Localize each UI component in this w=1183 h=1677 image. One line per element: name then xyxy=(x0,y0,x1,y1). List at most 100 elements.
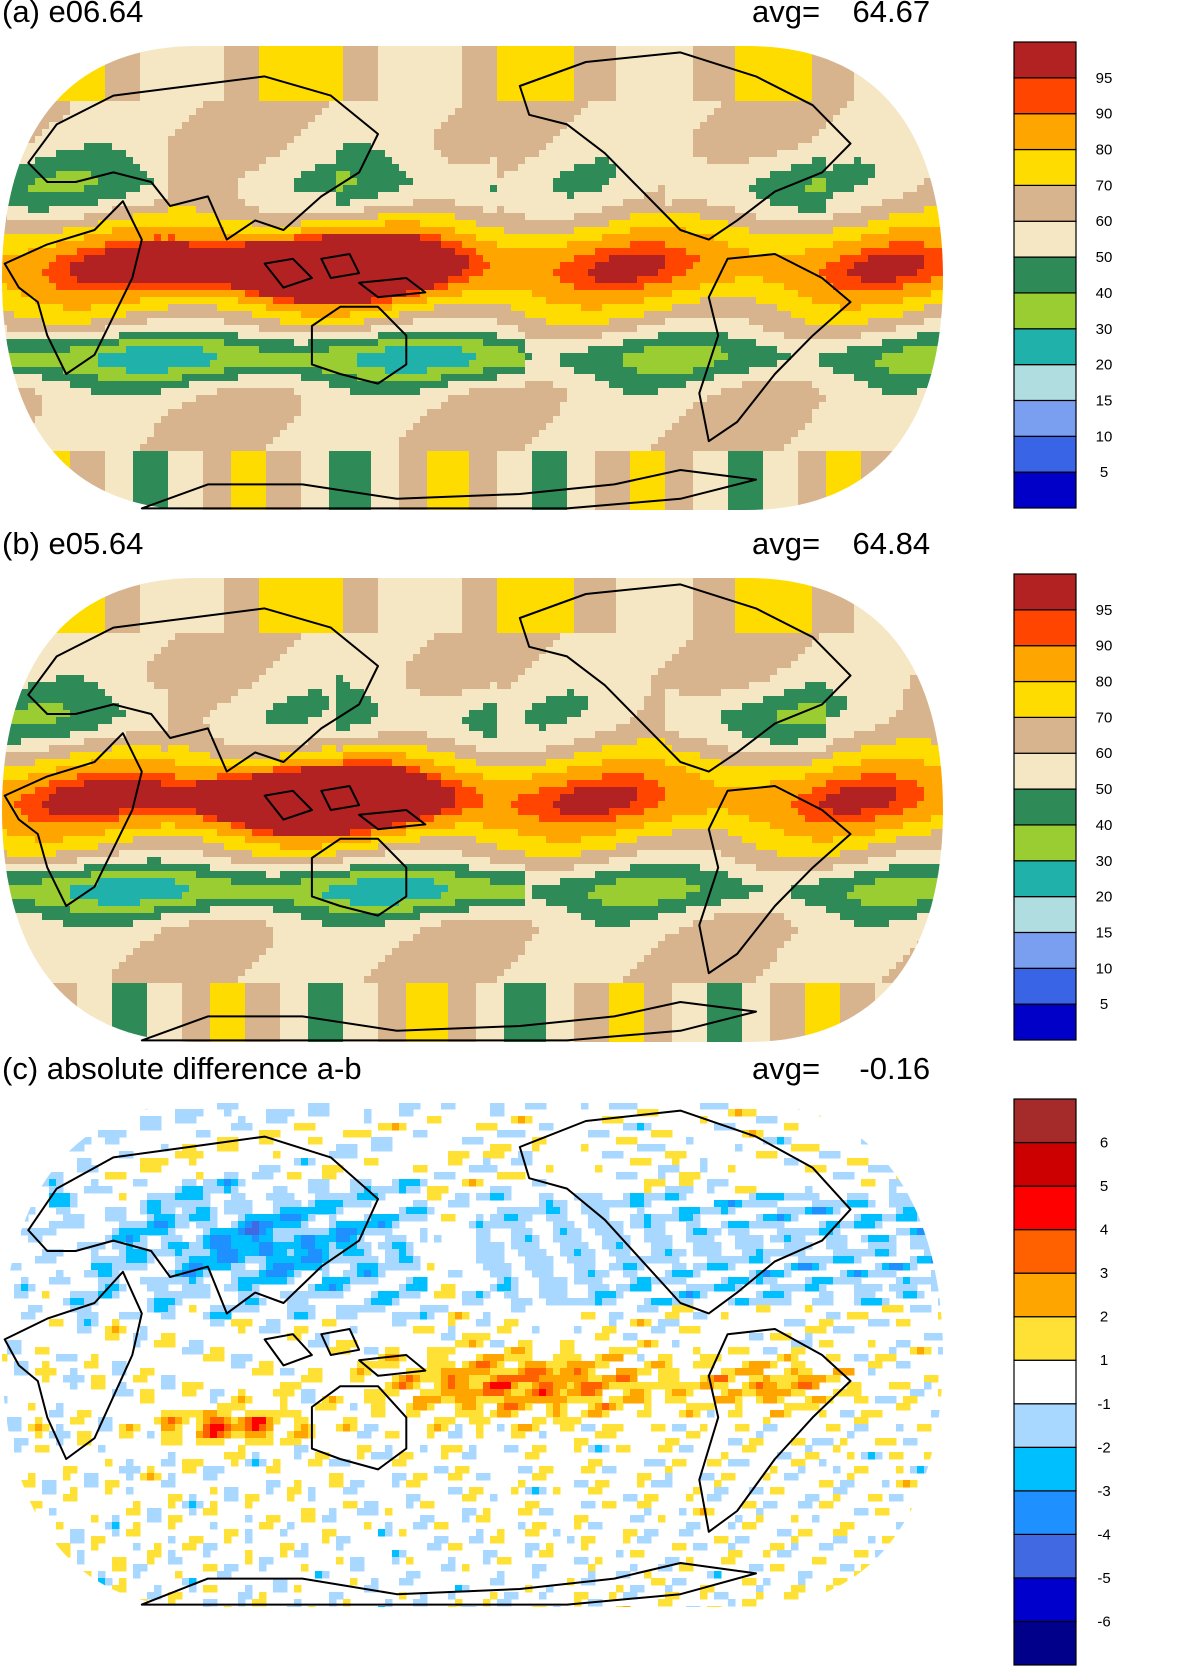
field-cell xyxy=(924,52,932,60)
field-cell xyxy=(938,206,943,214)
field-cell xyxy=(917,80,925,88)
field-cell xyxy=(560,248,568,256)
field-cell xyxy=(196,255,204,263)
field-cell xyxy=(322,38,330,46)
field-cell xyxy=(224,115,232,123)
field-cell xyxy=(588,248,596,256)
field-cell xyxy=(742,122,750,130)
field-cell xyxy=(308,213,316,221)
field-cell xyxy=(700,115,708,123)
field-cell xyxy=(567,269,575,277)
field-cell xyxy=(784,157,792,165)
field-cell xyxy=(686,73,694,81)
field-cell xyxy=(98,38,106,46)
field-cell xyxy=(679,185,687,193)
panel-a-avg: avg= 64.67 xyxy=(752,0,930,32)
field-cell xyxy=(378,171,386,179)
field-cell xyxy=(280,178,288,186)
field-cell xyxy=(931,269,939,277)
field-cell xyxy=(833,199,841,207)
field-cell xyxy=(819,94,827,102)
field-cell xyxy=(756,178,764,186)
field-cell xyxy=(917,164,925,172)
field-cell xyxy=(336,115,344,123)
field-cell xyxy=(889,227,897,235)
field-cell xyxy=(700,59,708,67)
field-cell xyxy=(819,59,827,67)
field-cell xyxy=(938,115,943,123)
field-cell xyxy=(847,262,855,270)
field-cell xyxy=(777,66,785,74)
field-cell xyxy=(7,213,15,221)
field-cell xyxy=(742,150,750,158)
field-cell xyxy=(721,185,729,193)
field-cell xyxy=(756,129,764,137)
field-cell xyxy=(154,171,162,179)
field-cell xyxy=(77,122,85,130)
field-cell xyxy=(749,290,757,298)
field-cell xyxy=(147,157,155,165)
field-cell xyxy=(189,115,197,123)
field-cell xyxy=(581,115,589,123)
field-cell xyxy=(476,269,484,277)
field-cell xyxy=(525,234,533,242)
field-cell xyxy=(672,157,680,165)
field-cell xyxy=(427,94,435,102)
field-cell xyxy=(896,52,904,60)
field-cell xyxy=(714,192,722,200)
field-cell xyxy=(224,143,232,151)
field-cell xyxy=(294,178,302,186)
field-cell xyxy=(938,283,943,291)
field-cell xyxy=(497,101,505,109)
field-cell xyxy=(315,178,323,186)
field-cell xyxy=(847,52,855,60)
field-cell xyxy=(574,227,582,235)
field-cell xyxy=(595,80,603,88)
field-cell xyxy=(700,206,708,214)
field-cell xyxy=(371,283,379,291)
field-cell xyxy=(539,206,547,214)
field-cell xyxy=(679,115,687,123)
field-cell xyxy=(427,115,435,123)
field-cell xyxy=(637,143,645,151)
field-cell xyxy=(427,122,435,130)
field-cell xyxy=(623,101,631,109)
field-cell xyxy=(259,262,267,270)
field-cell xyxy=(546,269,554,277)
field-cell xyxy=(133,52,141,60)
field-cell xyxy=(14,66,22,74)
field-cell xyxy=(826,262,834,270)
field-cell xyxy=(840,276,848,284)
field-cell xyxy=(210,101,218,109)
field-cell xyxy=(700,122,708,130)
field-cell xyxy=(875,94,883,102)
field-cell xyxy=(917,213,925,221)
field-cell xyxy=(903,269,911,277)
field-cell xyxy=(217,234,225,242)
field-cell xyxy=(189,269,197,277)
field-cell xyxy=(56,108,64,116)
field-cell xyxy=(42,115,50,123)
field-cell xyxy=(749,199,757,207)
field-cell xyxy=(406,66,414,74)
field-cell xyxy=(819,101,827,109)
field-cell xyxy=(406,234,414,242)
field-cell xyxy=(182,227,190,235)
field-cell xyxy=(329,115,337,123)
field-cell xyxy=(924,171,932,179)
field-cell xyxy=(784,38,792,46)
field-cell xyxy=(385,178,393,186)
field-cell xyxy=(315,80,323,88)
field-cell xyxy=(609,108,617,116)
field-cell xyxy=(490,206,498,214)
field-cell xyxy=(574,241,582,249)
field-cell xyxy=(119,46,127,53)
field-cell xyxy=(105,269,113,277)
field-cell xyxy=(840,150,848,158)
field-cell xyxy=(357,262,365,270)
field-cell xyxy=(679,80,687,88)
field-cell xyxy=(7,262,15,270)
field-cell xyxy=(483,269,491,277)
field-cell xyxy=(469,52,477,60)
field-cell xyxy=(791,122,799,130)
